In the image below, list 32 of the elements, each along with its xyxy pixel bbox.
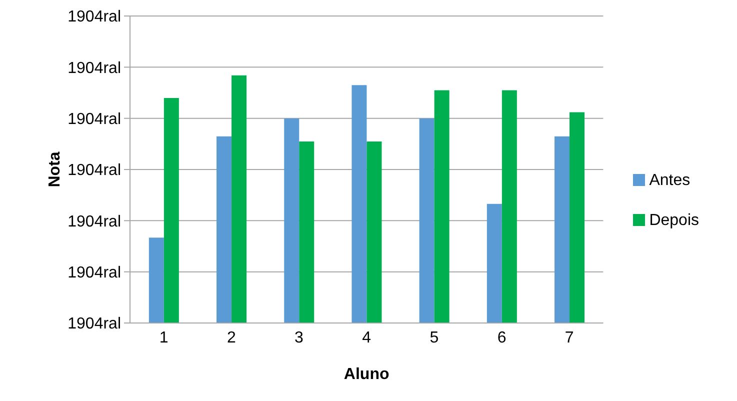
x-tick-label: 7 [564, 329, 574, 346]
x-axis-title: Aluno [344, 366, 390, 383]
x-tick-label: 2 [226, 329, 236, 346]
bar [502, 90, 517, 323]
text: 1904ral [68, 8, 121, 26]
x-tick-label: 5 [430, 329, 439, 346]
x-tick-label: 4 [362, 329, 372, 346]
x-tick-label: 3 [294, 329, 304, 346]
text: 1904ral [68, 213, 121, 230]
legend-label: Depois [649, 212, 699, 228]
y-axis-title: Nota [46, 152, 64, 188]
bar [148, 238, 164, 323]
bar [164, 98, 179, 323]
bar [554, 136, 570, 323]
text: 1904ral [68, 110, 121, 128]
bar [486, 204, 502, 323]
bar [284, 118, 300, 323]
text: 1904ral [68, 316, 121, 333]
bar [366, 142, 382, 323]
legend-label: Antes [649, 172, 690, 188]
text: 1904ral [68, 162, 121, 180]
text: 1904ral [68, 60, 121, 77]
bar [299, 142, 314, 323]
x-tick-label: 6 [497, 329, 506, 346]
x-tick-label: 1 [159, 329, 168, 346]
bar [352, 85, 367, 323]
bar [419, 118, 434, 323]
bar [570, 112, 585, 323]
text: 1904ral [68, 264, 121, 282]
bar [232, 75, 247, 323]
bar [434, 90, 450, 323]
bar [216, 136, 232, 323]
